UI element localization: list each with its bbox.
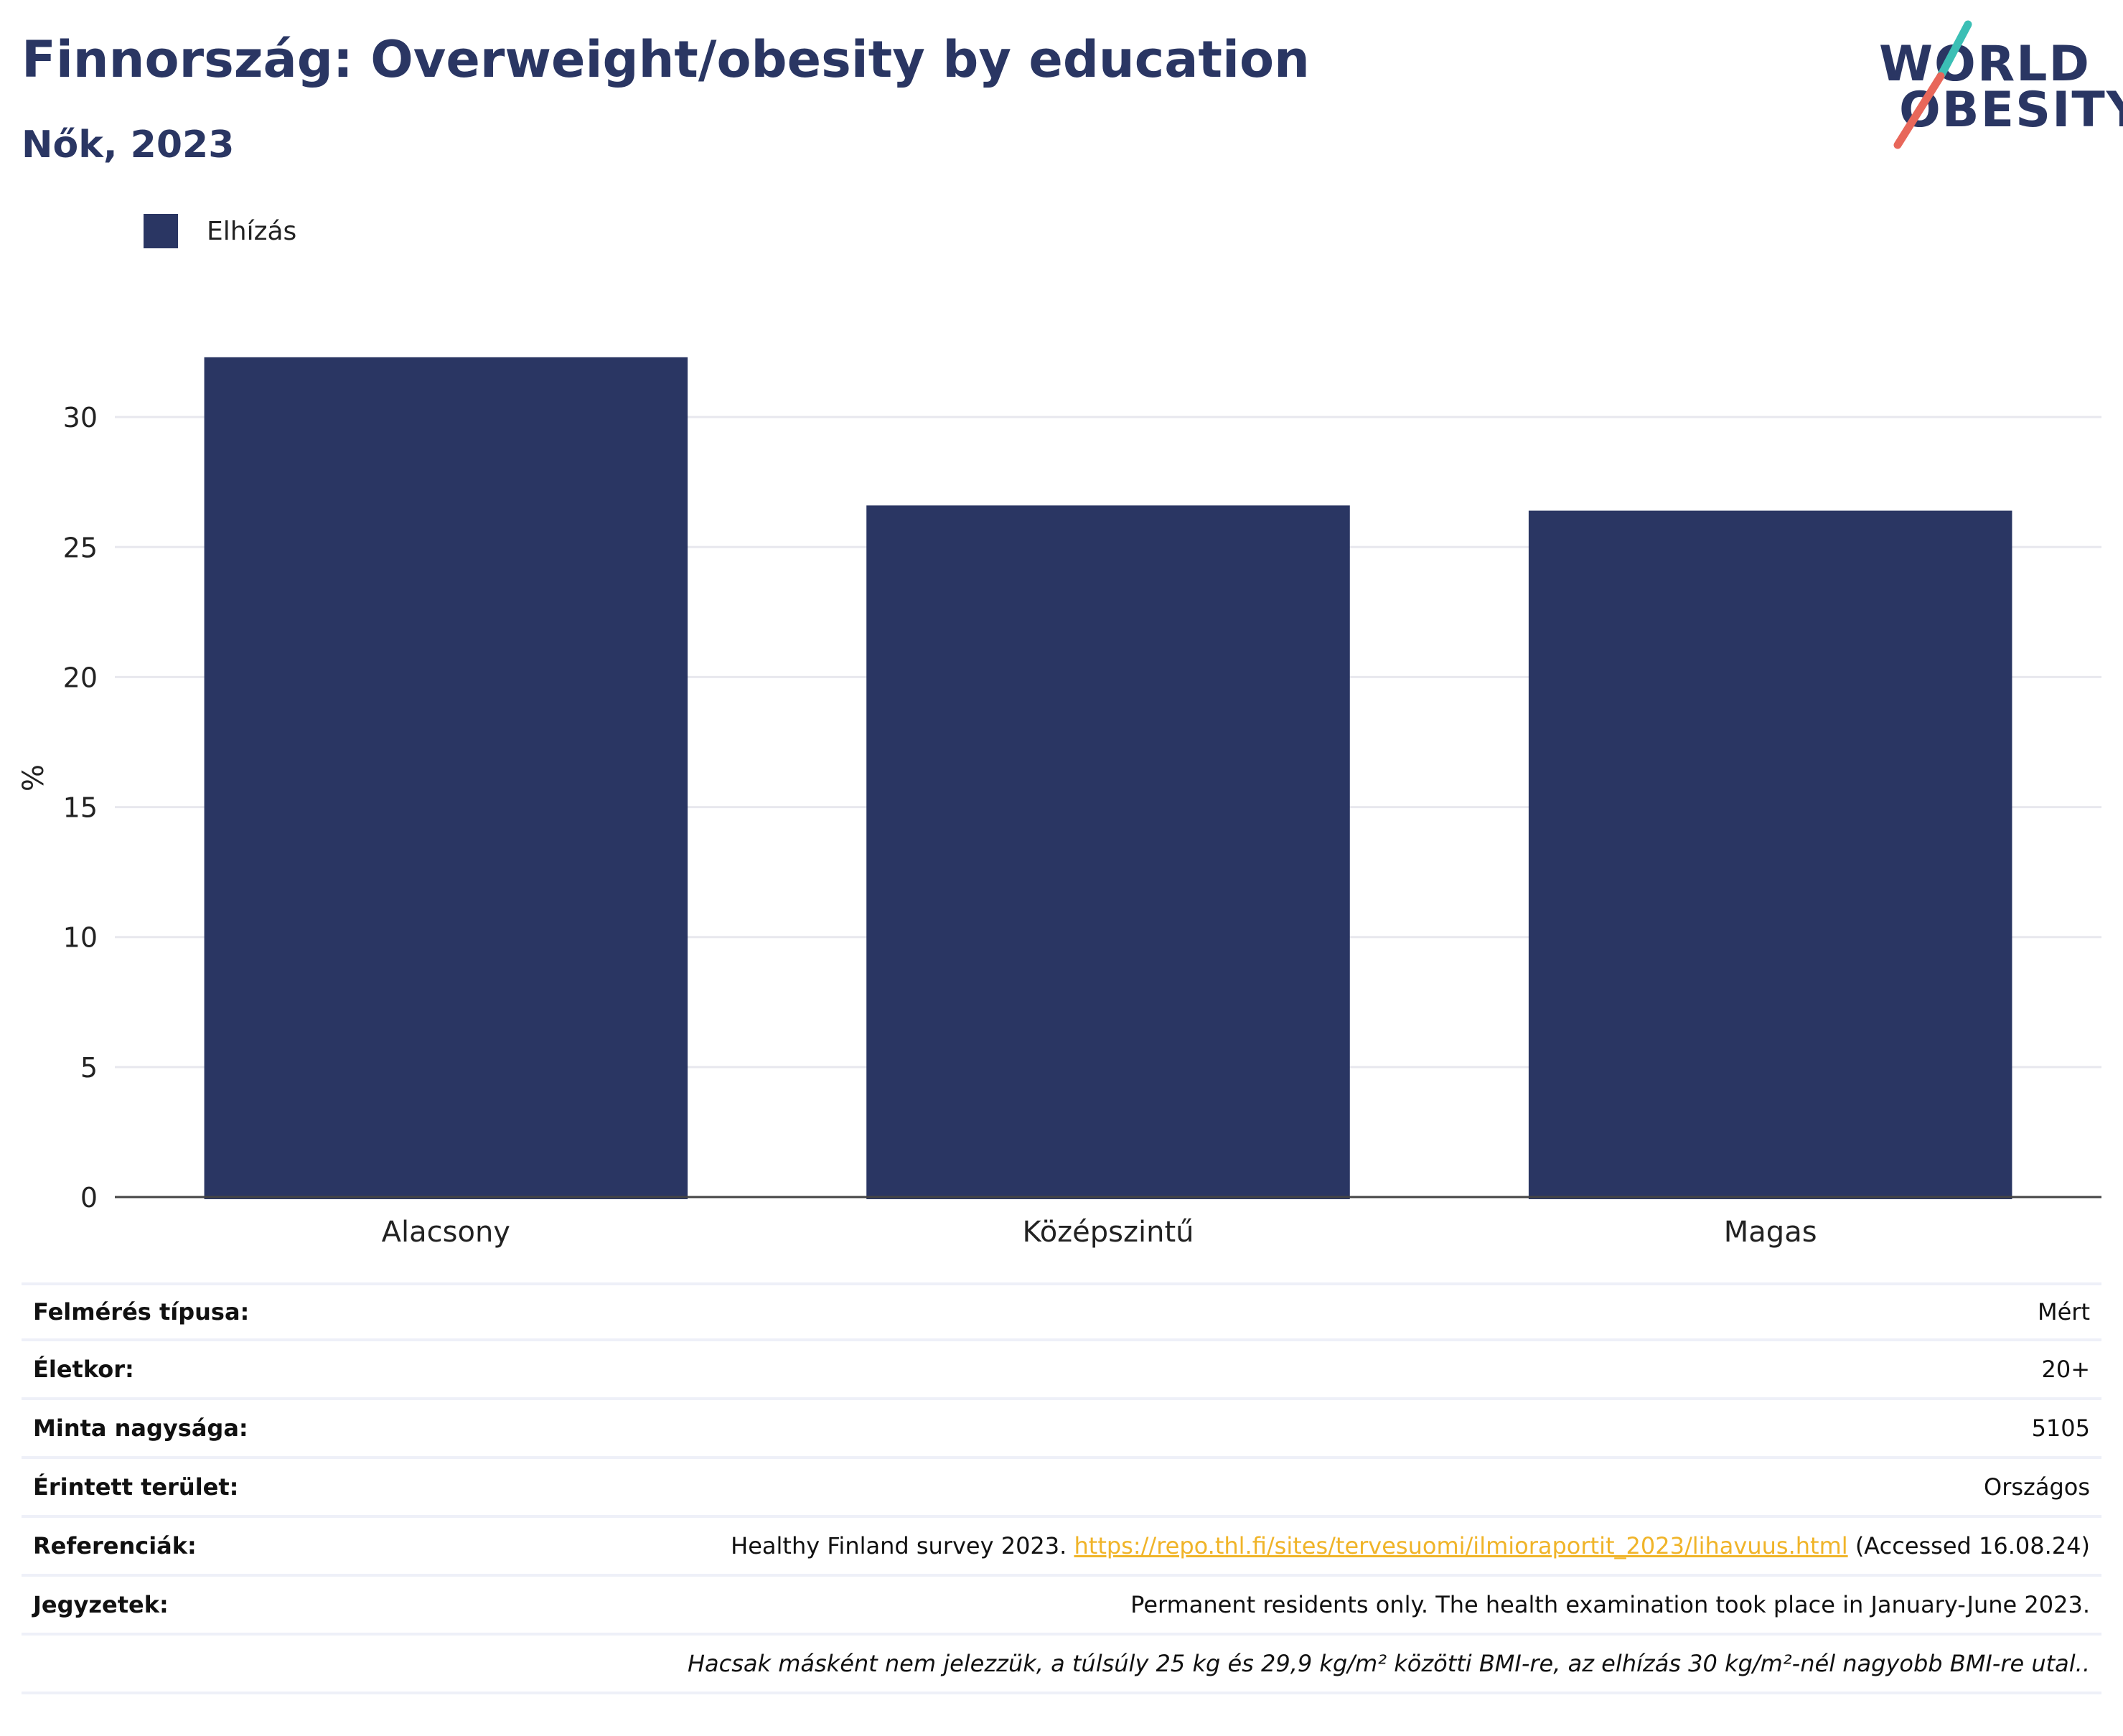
- logo-slash-icon: [1893, 20, 1972, 149]
- info-row-sample-size: Minta nagysága: 5105: [22, 1400, 2101, 1459]
- legend-swatch: [144, 214, 178, 248]
- bar-chart: 0 5 10 15 20 25 30 Alacsony Középszintű Magas %: [17, 357, 2101, 1249]
- info-value: Országos: [1984, 1473, 2090, 1501]
- info-label: Felmérés típusa:: [33, 1298, 250, 1326]
- info-row-survey-type: Felmérés típusa: Mért: [22, 1282, 2101, 1341]
- info-label: Jegyzetek:: [33, 1591, 169, 1618]
- x-tick-label: Magas: [1724, 1216, 1817, 1249]
- info-label: Referenciák:: [33, 1532, 197, 1559]
- info-label: Érintett terület:: [33, 1473, 239, 1501]
- bar-k-z-pszint-[interactable]: [866, 505, 1350, 1199]
- references-value: Healthy Finland survey 2023. https://rep…: [731, 1532, 2090, 1559]
- info-value: 20+: [2041, 1356, 2090, 1383]
- info-row-references: Referenciák: Healthy Finland survey 2023…: [22, 1518, 2101, 1577]
- reference-link[interactable]: https://repo.thl.fi/sites/tervesuomi/ilm…: [1074, 1532, 1848, 1559]
- info-row-footnote: Hacsak másként nem jelezzük, a túlsúly 2…: [22, 1636, 2101, 1694]
- info-row-age: Életkor: 20+: [22, 1341, 2101, 1400]
- info-value: Mért: [2038, 1298, 2090, 1326]
- y-tick-label: 25: [63, 532, 98, 563]
- info-label: Életkor:: [33, 1356, 134, 1383]
- x-axis-ticks: Alacsony Középszintű Magas: [382, 1216, 1817, 1249]
- y-tick-label: 30: [63, 402, 98, 433]
- info-value: Permanent residents only. The health exa…: [1130, 1591, 2090, 1618]
- info-table: Felmérés típusa: Mért Életkor: 20+ Minta…: [22, 1282, 2101, 1694]
- info-row-area: Érintett terület: Országos: [22, 1459, 2101, 1518]
- info-value: 5105: [2031, 1414, 2090, 1442]
- info-label: Minta nagysága:: [33, 1414, 248, 1442]
- chart-title: Finnország: Overweight/obesity by educat…: [22, 30, 1310, 89]
- y-tick-label: 5: [80, 1052, 98, 1084]
- world-obesity-logo: WORLD OBESITY: [1866, 19, 2123, 155]
- chart-subtitle: Nők, 2023: [22, 123, 235, 166]
- bar-alacsony[interactable]: [204, 357, 688, 1199]
- footnote-text: Hacsak másként nem jelezzük, a túlsúly 2…: [687, 1650, 2090, 1677]
- legend-label: Elhízás: [207, 216, 297, 246]
- y-tick-label: 0: [80, 1182, 98, 1214]
- reference-source: Healthy Finland survey 2023.: [731, 1532, 1074, 1559]
- y-axis-ticks: 0 5 10 15 20 25 30: [63, 402, 98, 1214]
- y-axis-label: %: [17, 764, 50, 792]
- y-tick-label: 20: [63, 662, 98, 693]
- bars: [204, 357, 2012, 1199]
- info-row-notes: Jegyzetek: Permanent residents only. The…: [22, 1577, 2101, 1636]
- bar-magas[interactable]: [1528, 510, 2012, 1199]
- chart-legend[interactable]: Elhízás: [144, 214, 296, 248]
- logo-text-line1: WORLD: [1879, 36, 2091, 93]
- y-tick-label: 10: [63, 922, 98, 954]
- x-tick-label: Alacsony: [382, 1216, 510, 1249]
- x-tick-label: Középszintű: [1022, 1216, 1194, 1249]
- reference-accessed: (Accessed 16.08.24): [1847, 1532, 2090, 1559]
- y-tick-label: 15: [63, 792, 98, 824]
- logo-text-line2: OBESITY: [1899, 82, 2123, 139]
